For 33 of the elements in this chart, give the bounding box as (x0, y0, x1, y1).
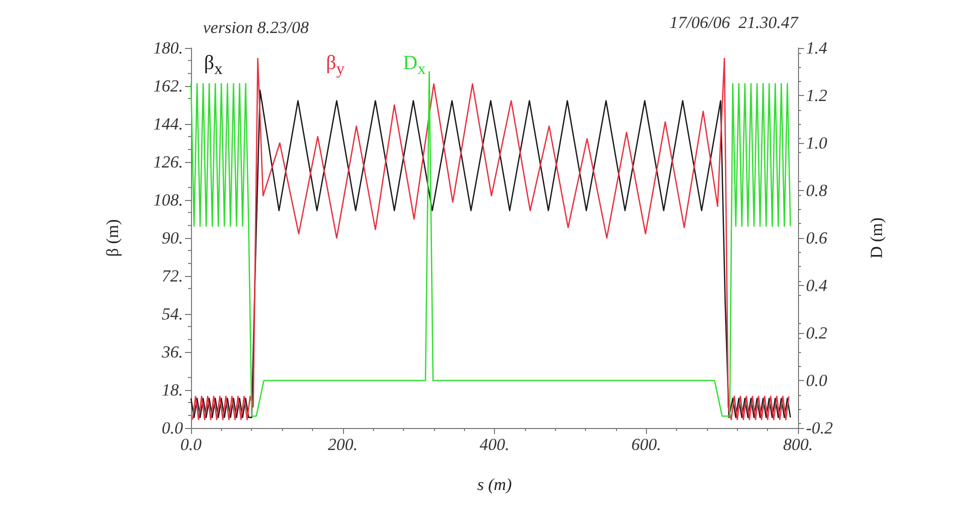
x-axis-title: s (m) (477, 475, 512, 494)
y2-tick-label: 0.6 (806, 228, 828, 248)
x-tick-label: 600. (631, 435, 662, 454)
y-tick-label: 72. (162, 266, 183, 286)
y2-tick-label: 0.0 (806, 371, 828, 390)
x-tick-label: 400. (480, 435, 510, 454)
y-axis-title: β (m) (103, 219, 122, 257)
y-tick-label: 0.0 (162, 418, 184, 438)
y-tick-label: 54. (162, 304, 183, 324)
y2-tick-label: 0.4 (806, 276, 828, 295)
y-tick-label: 90. (162, 228, 183, 248)
series-label: β$_{x}$ (204, 52, 223, 80)
y2-tick-label: 1.0 (806, 134, 828, 152)
x-tick-label: 200. (328, 435, 358, 454)
y-tick-label: 18. (162, 380, 183, 400)
y-tick-label: 162. (153, 76, 183, 96)
y-tick-label: 180. (153, 38, 183, 58)
y2-tick-label: 1.4 (806, 38, 828, 58)
y2-tick-label: 1.2 (806, 86, 828, 105)
y-tick-label: 144. (153, 114, 183, 134)
y2-tick-label: 0.2 (806, 324, 828, 342)
series-label: D$_{x}$ (403, 52, 426, 80)
y2-tick-label: 0.8 (806, 181, 828, 200)
text: 17/06/06 21.30.47 (670, 13, 800, 32)
x-tick-label: 800. (783, 435, 813, 454)
y2-tick-label: -0.2 (806, 418, 834, 438)
y-tick-label: 36. (160, 342, 183, 362)
y-tick-label: 108. (153, 190, 183, 210)
text: β$_{y}$ (326, 52, 345, 80)
x-tick-label: 0.0 (180, 435, 202, 454)
y-tick-label: 126. (153, 152, 183, 172)
chart-title: version 8.23/08 (203, 18, 310, 37)
y2-axis-title: D (m) (867, 217, 886, 259)
